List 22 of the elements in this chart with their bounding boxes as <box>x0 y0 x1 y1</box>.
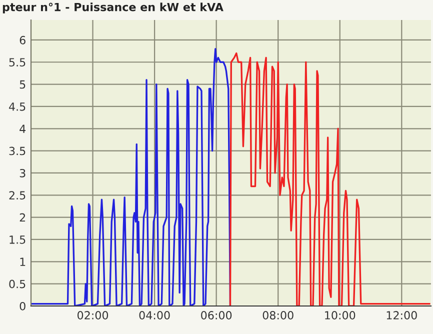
y-tick-label: 3 <box>20 168 26 178</box>
y-tick-label: 1 <box>20 258 26 266</box>
x-tick-label: 06:00 <box>201 311 232 320</box>
x-tick-label: 10:00 <box>325 311 356 320</box>
y-tick-label: 4.5 <box>9 102 26 111</box>
y-tick-label: 3.5 <box>9 146 26 156</box>
x-tick-label: 08:00 <box>262 311 294 320</box>
y-tick-label: 1.5 <box>10 236 26 244</box>
x-tick-label: 12:00 <box>386 311 417 320</box>
chart-title: pteur n°1 - Puissance en kW et kVA <box>2 2 224 14</box>
y-tick-label: 5 <box>20 80 26 89</box>
y-tick-label: 4 <box>20 124 26 133</box>
y-tick-label: 2.5 <box>9 191 26 200</box>
line-series <box>31 48 232 306</box>
y-tick-label: 5.5 <box>9 58 26 67</box>
y-tick-label: 6 <box>20 36 26 44</box>
line-series <box>229 52 430 306</box>
y-tick-label: 2 <box>20 213 26 222</box>
y-tick-label: 0.5 <box>9 280 26 288</box>
x-tick-label: 02:00 <box>78 311 108 320</box>
x-tick-label: 04:00 <box>139 311 170 320</box>
y-tick-label: 0 <box>20 302 26 310</box>
